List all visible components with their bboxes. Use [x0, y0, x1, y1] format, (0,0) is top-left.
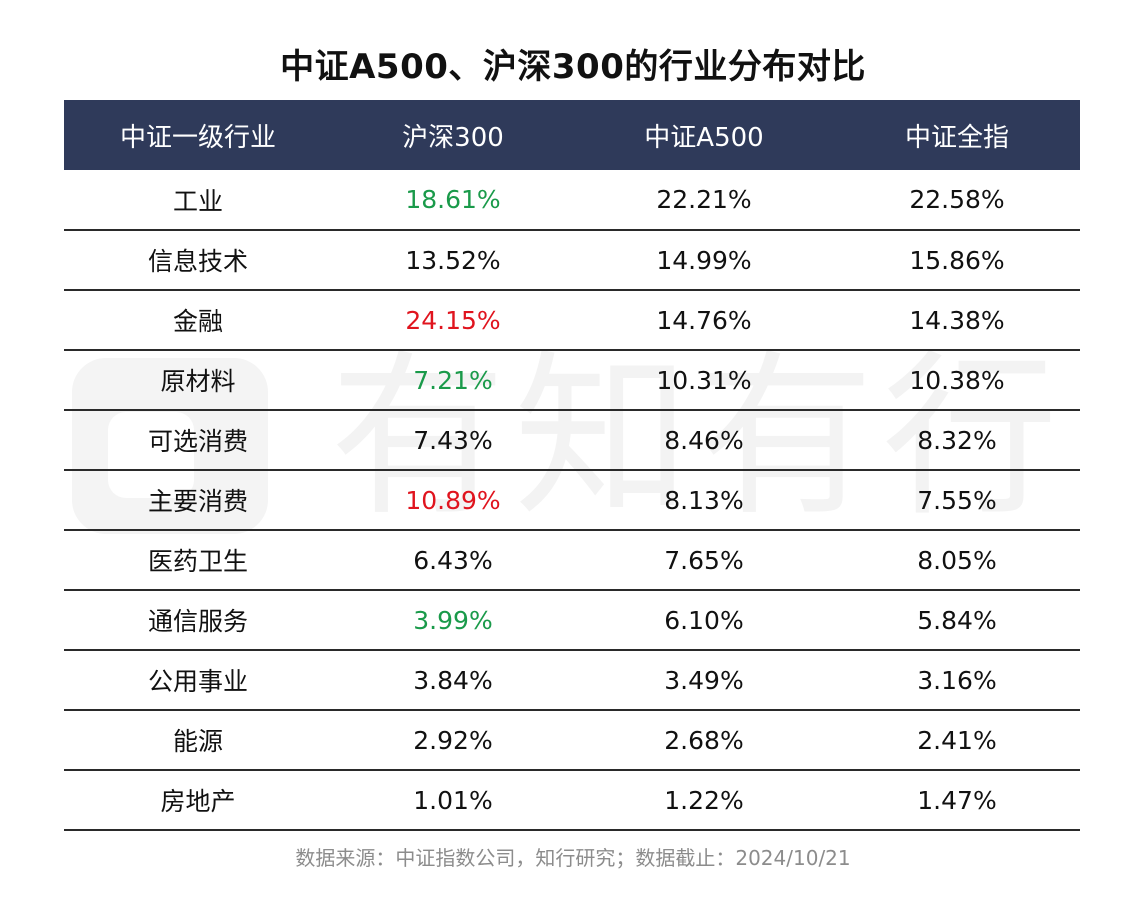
all-index-cell: 7.55% — [917, 485, 997, 515]
a500-cell: 1.22% — [664, 785, 744, 815]
all-index-cell: 1.47% — [917, 785, 997, 815]
hs300-cell: 2.92% — [413, 725, 493, 755]
hs300-cell: 10.89% — [405, 485, 501, 515]
all-index-cell: 15.86% — [909, 245, 1005, 275]
table-row: 信息技术 13.52% 14.99% 15.86% — [64, 230, 1080, 290]
industry-cell: 信息技术 — [147, 247, 248, 276]
all-index-cell: 5.84% — [917, 605, 997, 635]
table-header-row: 中证一级行业 沪深300 中证A500 中证全指 — [64, 100, 1080, 170]
industry-cell: 医药卫生 — [147, 547, 248, 576]
table-row: 主要消费 10.89% 8.13% 7.55% — [64, 470, 1080, 530]
column-header-industry: 中证一级行业 — [119, 122, 276, 153]
column-header-all: 中证全指 — [904, 122, 1009, 153]
a500-cell: 3.49% — [664, 665, 744, 695]
industry-cell: 工业 — [172, 186, 223, 216]
table-row: 房地产 1.01% 1.22% 1.47% — [64, 770, 1080, 830]
a500-cell: 22.21% — [656, 185, 752, 214]
page-title: 中证A500、沪深300的行业分布对比 — [280, 47, 866, 87]
table-row: 医药卫生 6.43% 7.65% 8.05% — [64, 530, 1080, 590]
all-index-cell: 22.58% — [909, 185, 1005, 214]
industry-cell: 金融 — [172, 307, 223, 336]
all-index-cell: 8.05% — [917, 545, 997, 575]
industry-cell: 公用事业 — [147, 667, 248, 696]
hs300-cell: 3.84% — [413, 665, 493, 695]
industry-cell: 原材料 — [160, 367, 236, 396]
industry-cell: 可选消费 — [147, 427, 248, 456]
table-row: 可选消费 7.43% 8.46% 8.32% — [64, 410, 1080, 470]
industry-cell: 通信服务 — [147, 607, 248, 636]
hs300-cell: 7.21% — [413, 365, 493, 395]
industry-comparison-table: 中证一级行业 沪深300 中证A500 中证全指 工业 18.61% 22.21% 2… — [64, 100, 1080, 831]
all-index-cell: 2.41% — [917, 725, 997, 755]
all-index-cell: 14.38% — [909, 305, 1005, 335]
a500-cell: 7.65% — [664, 545, 744, 575]
industry-cell: 能源 — [172, 727, 223, 756]
column-header-a500: 中证A500 — [644, 122, 764, 153]
a500-cell: 14.99% — [656, 245, 752, 275]
table-row: 能源 2.92% 2.68% 2.41% — [64, 710, 1080, 770]
table-row: 金融 24.15% 14.76% 14.38% — [64, 290, 1080, 350]
a500-cell: 14.76% — [656, 305, 752, 335]
table-row: 公用事业 3.84% 3.49% 3.16% — [64, 650, 1080, 710]
industry-cell: 房地产 — [160, 787, 236, 816]
all-index-cell: 3.16% — [917, 665, 997, 695]
hs300-cell: 24.15% — [405, 305, 501, 335]
a500-cell: 10.31% — [656, 365, 752, 395]
hs300-cell: 13.52% — [405, 245, 501, 275]
hs300-cell: 1.01% — [413, 785, 493, 815]
industry-cell: 主要消费 — [147, 487, 248, 516]
table-row: 通信服务 3.99% 6.10% 5.84% — [64, 590, 1080, 650]
a500-cell: 8.46% — [664, 425, 744, 455]
table-body: 工业 18.61% 22.21% 22.58% 信息技术 13.52% 14.99% 15.8… — [64, 170, 1080, 830]
hs300-cell: 3.99% — [413, 605, 493, 635]
hs300-cell: 18.61% — [405, 185, 501, 214]
a500-cell: 2.68% — [664, 725, 744, 755]
a500-cell: 6.10% — [664, 605, 744, 635]
a500-cell: 8.13% — [664, 485, 744, 515]
data-source-note: 数据来源：中证指数公司，知行研究；数据截止：2024/10/21 — [295, 846, 851, 870]
all-index-cell: 10.38% — [909, 365, 1005, 395]
table-row: 工业 18.61% 22.21% 22.58% — [64, 170, 1080, 230]
table-row: 原材料 7.21% 10.31% 10.38% — [64, 350, 1080, 410]
all-index-cell: 8.32% — [917, 425, 997, 455]
hs300-cell: 6.43% — [413, 545, 493, 575]
hs300-cell: 7.43% — [413, 425, 493, 455]
column-header-hs300: 沪深300 — [402, 122, 504, 153]
